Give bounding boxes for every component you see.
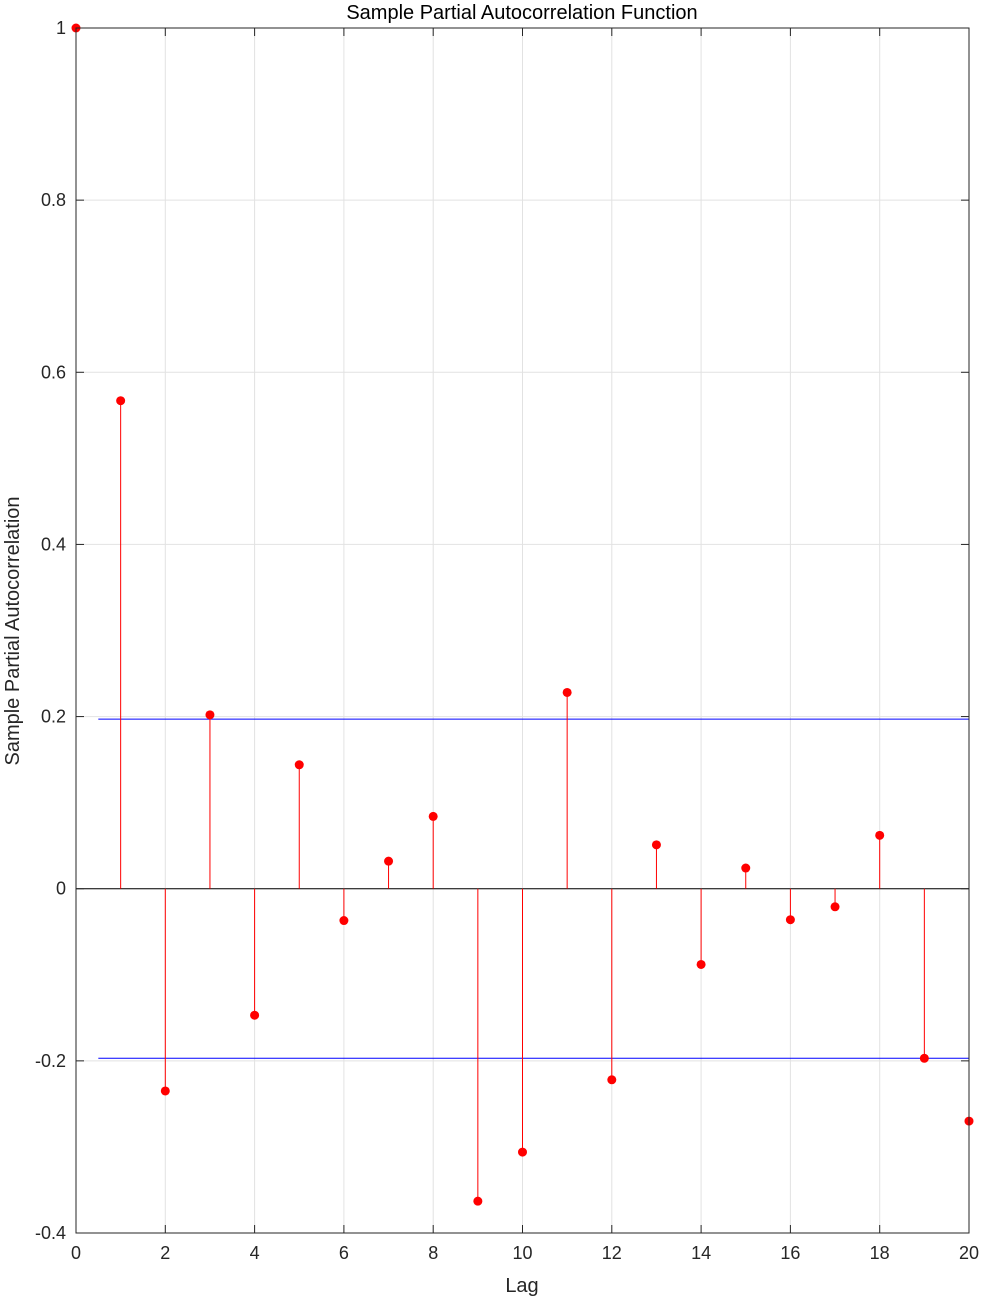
chart-title: Sample Partial Autocorrelation Function	[346, 2, 697, 24]
x-tick-labels: 0 2 4 6 8 10 12 14 16 18 20	[71, 1243, 979, 1263]
y-tick-label: 0.4	[41, 534, 66, 554]
stem-marker	[651, 840, 661, 850]
y-tick-label: 1	[56, 18, 66, 38]
stem-marker	[875, 830, 885, 840]
axes-box	[75, 27, 970, 1234]
x-tick-label: 6	[339, 1243, 349, 1263]
y-tick-label: -0.2	[35, 1051, 66, 1071]
x-tick-label: 12	[602, 1243, 622, 1263]
x-tick-label: 18	[870, 1243, 890, 1263]
stem-marker	[250, 1010, 260, 1020]
y-axis-label: Sample Partial Autocorrelation	[2, 496, 24, 765]
y-tick-label: 0.6	[41, 362, 66, 382]
axes-frame	[75, 27, 970, 1234]
stem-marker	[428, 811, 438, 821]
stem-marker	[160, 1086, 170, 1096]
stem-marker	[741, 863, 751, 873]
x-tick-label: 8	[428, 1243, 438, 1263]
stem-marker	[205, 710, 215, 720]
stem-marker	[830, 902, 840, 912]
x-tick-label: 2	[160, 1243, 170, 1263]
stem-marker	[116, 396, 126, 406]
y-tick-label: 0	[56, 879, 66, 899]
x-tick-label: 4	[250, 1243, 260, 1263]
stem-marker	[562, 687, 572, 697]
x-axis-label: Lag	[505, 1275, 538, 1297]
x-tick-label: 0	[71, 1243, 81, 1263]
stem-marker	[919, 1053, 929, 1063]
stem-marker	[384, 856, 394, 866]
x-tick-label: 16	[780, 1243, 800, 1263]
stem-marker	[473, 1196, 483, 1206]
stem-marker	[785, 915, 795, 925]
stem-marker	[696, 959, 706, 969]
x-tick-label: 10	[512, 1243, 532, 1263]
x-tick-label: 20	[959, 1243, 979, 1263]
stem-marker	[518, 1147, 527, 1157]
y-tick-label: -0.4	[35, 1223, 66, 1243]
x-tick-label: 14	[691, 1243, 711, 1263]
y-tick-label: 0.2	[41, 707, 66, 727]
stem-marker	[339, 916, 349, 926]
stem-marker	[294, 760, 304, 770]
stem-marker	[607, 1075, 617, 1085]
y-tick-labels: -0.4 -0.2 0 0.2 0.4 0.6 0.8 1	[35, 18, 66, 1243]
y-tick-label: 0.8	[41, 190, 66, 210]
